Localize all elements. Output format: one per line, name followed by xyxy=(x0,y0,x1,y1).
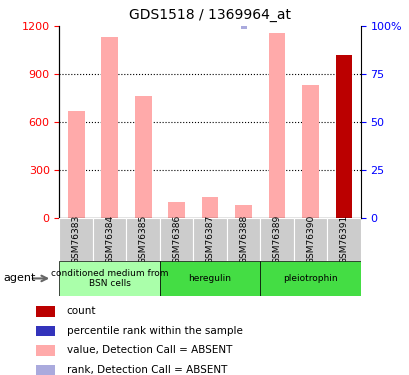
Text: percentile rank within the sample: percentile rank within the sample xyxy=(67,326,242,336)
Text: conditioned medium from
BSN cells: conditioned medium from BSN cells xyxy=(51,269,168,288)
Text: count: count xyxy=(67,306,96,316)
Bar xyxy=(135,96,151,218)
Bar xyxy=(36,306,55,316)
Text: GSM76388: GSM76388 xyxy=(238,214,247,264)
Text: GSM76384: GSM76384 xyxy=(105,214,114,264)
Text: heregulin: heregulin xyxy=(188,274,231,283)
Bar xyxy=(326,217,360,261)
Bar xyxy=(260,261,360,296)
Text: GSM76386: GSM76386 xyxy=(172,214,181,264)
Bar xyxy=(235,205,252,218)
Title: GDS1518 / 1369964_at: GDS1518 / 1369964_at xyxy=(129,9,290,22)
Bar xyxy=(193,217,226,261)
Bar xyxy=(160,217,193,261)
Bar xyxy=(93,217,126,261)
Bar xyxy=(36,345,55,355)
Bar xyxy=(201,197,218,217)
Text: rank, Detection Call = ABSENT: rank, Detection Call = ABSENT xyxy=(67,365,227,375)
Bar xyxy=(168,202,184,217)
Bar xyxy=(226,217,260,261)
Text: GSM76383: GSM76383 xyxy=(72,214,81,264)
Bar xyxy=(101,38,118,218)
Text: GSM76387: GSM76387 xyxy=(205,214,214,264)
Bar xyxy=(36,326,55,336)
Bar xyxy=(59,217,93,261)
Bar xyxy=(260,217,293,261)
Bar xyxy=(67,111,84,218)
Text: GSM76391: GSM76391 xyxy=(339,214,348,264)
Text: GSM76389: GSM76389 xyxy=(272,214,281,264)
Bar xyxy=(335,55,352,217)
Bar xyxy=(293,217,326,261)
Text: agent: agent xyxy=(3,273,36,283)
Bar xyxy=(59,261,160,296)
Bar xyxy=(301,85,318,218)
Bar xyxy=(126,217,160,261)
Text: GSM76390: GSM76390 xyxy=(306,214,314,264)
Bar xyxy=(36,364,55,375)
Text: pleiotrophin: pleiotrophin xyxy=(283,274,337,283)
Bar xyxy=(268,33,285,218)
Text: GSM76385: GSM76385 xyxy=(138,214,147,264)
Bar xyxy=(160,261,260,296)
Text: value, Detection Call = ABSENT: value, Detection Call = ABSENT xyxy=(67,345,231,355)
